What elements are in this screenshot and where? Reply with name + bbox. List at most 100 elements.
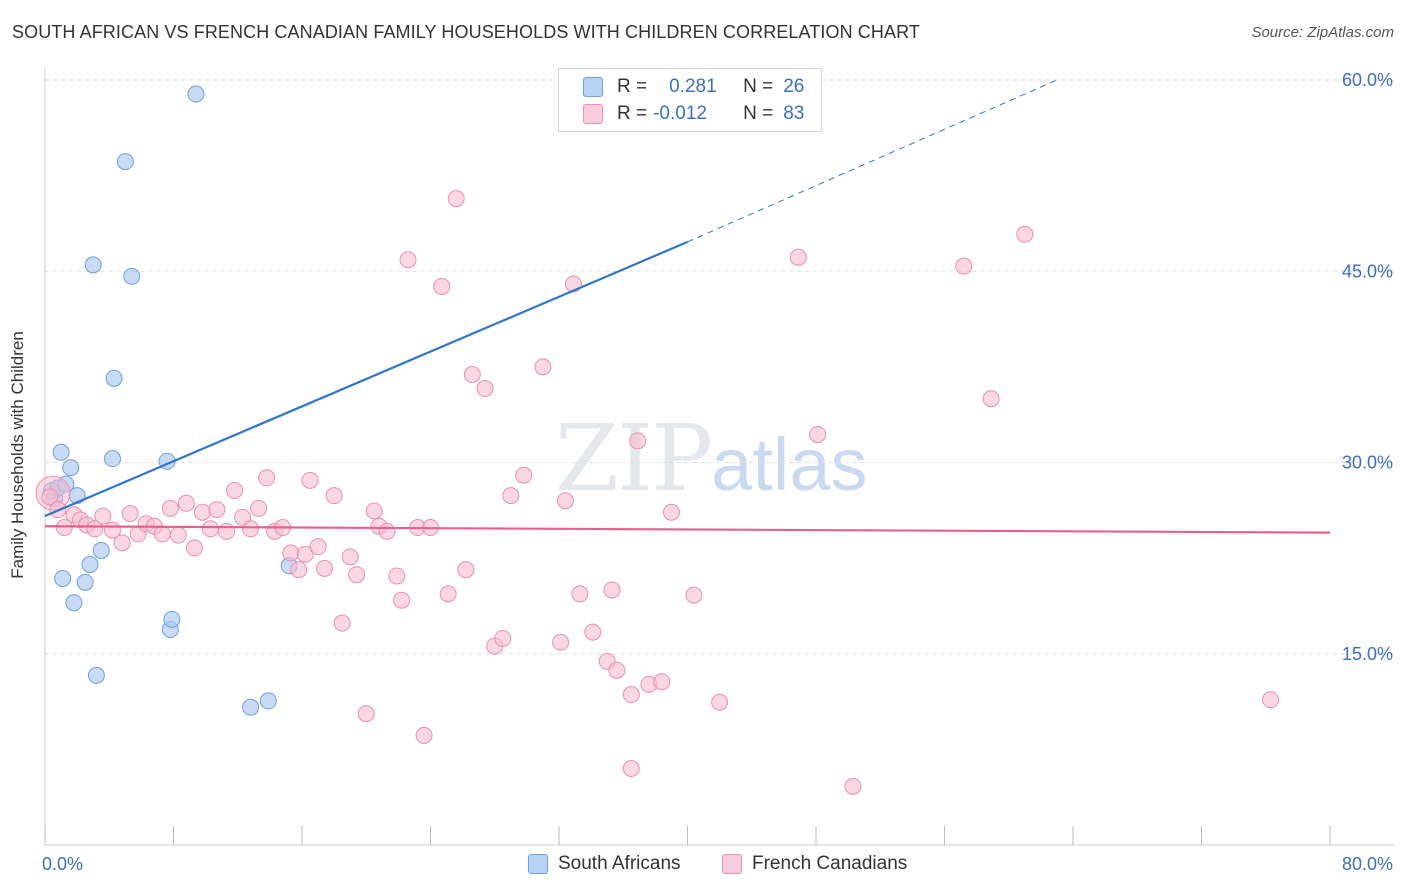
french-canadians-point xyxy=(844,777,862,795)
south-africans-trend-line xyxy=(44,240,688,518)
french-canadians-point xyxy=(463,366,481,384)
french-canadians-point xyxy=(622,686,640,704)
south-africans-point xyxy=(163,610,181,628)
y-tick-label: 15.0% xyxy=(1342,644,1393,664)
french-canadians-point xyxy=(86,520,104,538)
french-canadians-point xyxy=(121,505,139,522)
correlation-legend: R = 0.281 N = 26 R = -0.012 N = 83 xyxy=(558,68,822,132)
french-canadians-point xyxy=(1016,225,1034,243)
french-canadians-point xyxy=(290,561,308,579)
french-canadians-point xyxy=(218,522,236,540)
bottom-legend-french-canadians: French Canadians xyxy=(722,851,907,877)
french-canadians-point xyxy=(177,494,195,512)
french-canadians-point xyxy=(982,390,1000,408)
legend-row-south-africans: R = 0.281 N = 26 xyxy=(583,75,804,99)
french-canadians-point xyxy=(388,567,406,585)
legend-n-label: N = xyxy=(743,103,774,124)
chart-title: SOUTH AFRICAN VS FRENCH CANADIAN FAMILY … xyxy=(12,22,920,42)
french-canadians-point xyxy=(169,526,187,544)
french-canadians-point xyxy=(113,534,131,552)
french-canadians-point xyxy=(357,705,375,723)
y-tick-label: 45.0% xyxy=(1342,261,1393,281)
south-africans-point xyxy=(84,256,102,274)
south-africans-point xyxy=(123,267,141,285)
south-africans-point xyxy=(105,369,123,387)
french-canadians-point xyxy=(325,487,343,505)
south-africans-points xyxy=(42,85,608,716)
south-africans-point xyxy=(116,153,134,171)
french-canadians-point xyxy=(348,566,366,584)
south-africans-point xyxy=(52,443,70,461)
french-canadians-point xyxy=(250,499,268,517)
french-canadians-point xyxy=(242,520,260,538)
french-canadians-point xyxy=(603,581,621,599)
axes xyxy=(44,68,1394,846)
y-tick-label: 60.0% xyxy=(1342,70,1393,90)
french-canadians-point xyxy=(629,432,647,450)
french-canadians-point xyxy=(653,673,671,691)
french-canadians-point xyxy=(556,492,574,510)
french-canadians-point xyxy=(282,544,300,562)
bottom-legend-south-africans: South Africans xyxy=(528,851,681,877)
french-canadians-point xyxy=(161,499,179,517)
legend-swatch-pink xyxy=(583,104,603,124)
french-canadians-point xyxy=(476,380,494,398)
south-africans-point xyxy=(81,556,99,573)
french-canadians-point xyxy=(365,502,383,520)
french-canadians-point xyxy=(226,482,244,500)
french-canadians-point xyxy=(457,561,475,579)
french-canadians-point xyxy=(201,520,219,538)
south-africans-point xyxy=(54,570,72,588)
bottom-legend-label: French Canadians xyxy=(752,853,908,874)
south-africans-point xyxy=(62,459,80,477)
french-canadians-point xyxy=(258,469,276,487)
french-canadians-point xyxy=(534,358,552,376)
south-africans-point xyxy=(187,85,205,103)
french-canadians-point xyxy=(789,248,807,266)
french-canadians-point xyxy=(809,425,827,443)
french-canadians-point xyxy=(584,623,602,641)
south-africans-point xyxy=(242,698,260,716)
french-canadians-point xyxy=(447,190,465,208)
french-canadians-point xyxy=(341,548,359,566)
bottom-legend-swatch-blue xyxy=(528,854,548,874)
french-canadians-point xyxy=(515,466,533,484)
french-canadians-point xyxy=(153,525,171,543)
trend-lines xyxy=(44,79,1331,534)
french-canadians-point xyxy=(315,559,333,577)
french-canadians-point xyxy=(415,726,433,744)
legend-r-label: R = xyxy=(617,103,648,124)
tick-labels: 15.0% 30.0% 45.0% 60.0% 0.0% 80.0% xyxy=(42,70,1393,874)
french-canadians-points xyxy=(35,190,1280,795)
french-canadians-point xyxy=(41,488,59,506)
french-canadians-point xyxy=(662,503,680,521)
french-canadians-point xyxy=(333,614,351,632)
south-africans-point xyxy=(92,541,110,559)
french-canadians-point xyxy=(94,507,112,525)
south-africans-point xyxy=(87,666,105,684)
french-canadians-point xyxy=(55,519,73,537)
legend-n-value: 83 xyxy=(783,103,805,124)
watermark: ZIPatlas xyxy=(555,405,867,512)
x-tick-label-max: 80.0% xyxy=(1342,854,1393,874)
legend-r-value: -0.012 xyxy=(653,103,707,124)
south-africans-point xyxy=(103,450,121,468)
french-canadians-point xyxy=(309,538,327,556)
legend-n-label: N = xyxy=(743,76,774,97)
legend-swatch-blue xyxy=(583,77,603,97)
french-canadians-point xyxy=(399,251,417,269)
french-canadians-point xyxy=(1262,691,1280,709)
french-canadians-point xyxy=(622,760,640,777)
french-canadians-point xyxy=(439,585,457,603)
french-canadians-point xyxy=(955,257,973,275)
south-africans-point xyxy=(76,573,94,591)
french-canadians-point xyxy=(571,585,589,603)
french-canadians-point xyxy=(393,591,411,609)
french-canadians-trend-line xyxy=(44,525,1331,534)
french-canadians-point xyxy=(301,471,319,489)
french-canadians-point xyxy=(433,278,451,296)
legend-r-value: 0.281 xyxy=(669,76,717,97)
french-canadians-point xyxy=(494,629,512,647)
gridlines xyxy=(45,79,1394,655)
